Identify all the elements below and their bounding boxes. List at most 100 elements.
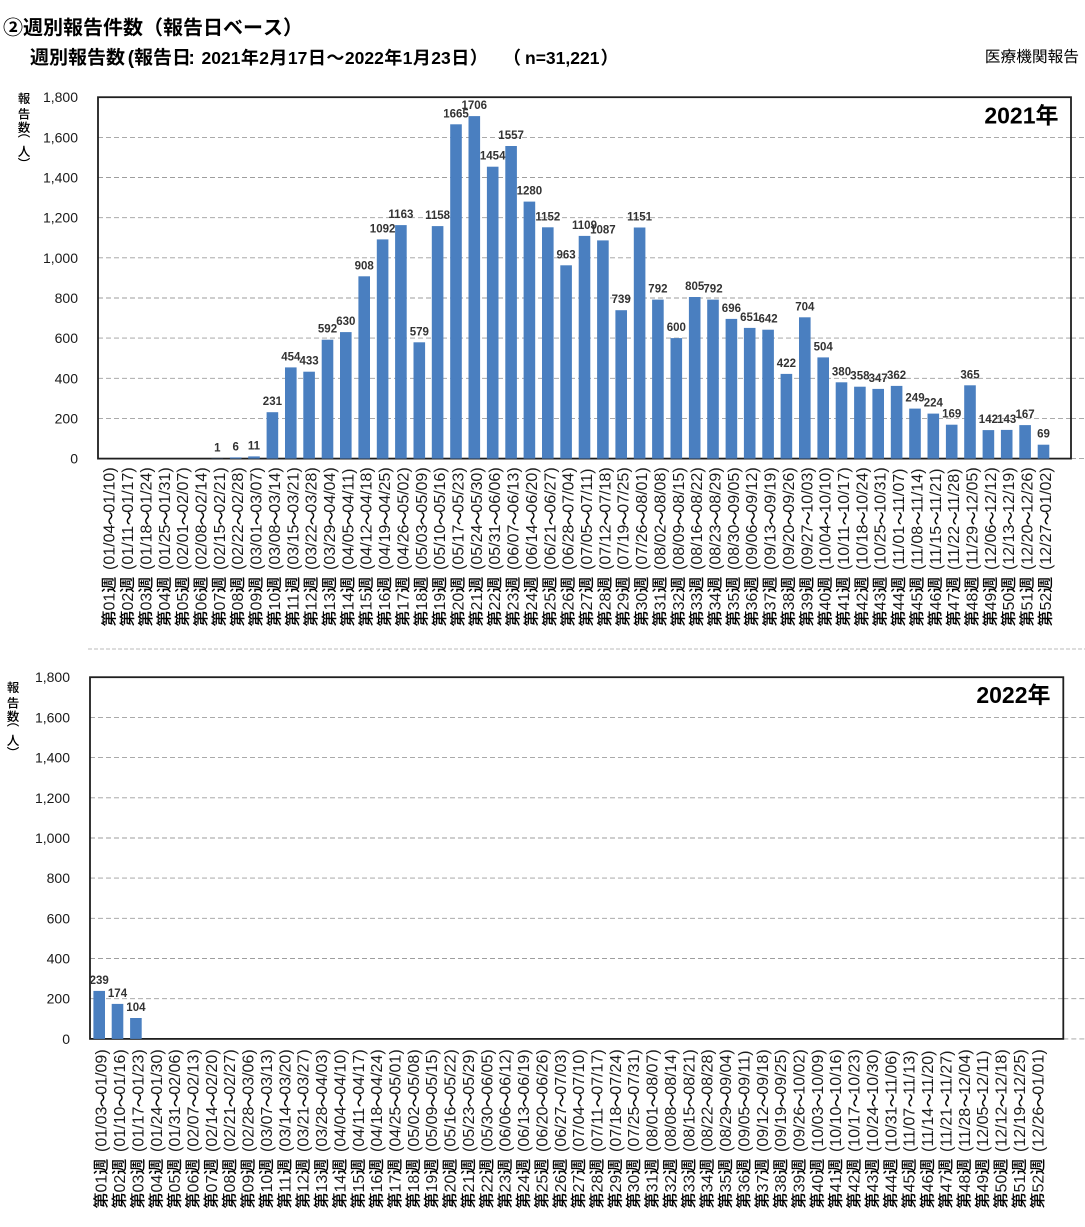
svg-text:26: 26 <box>561 593 578 611</box>
svg-text:07/17): 07/17) <box>590 1049 607 1094</box>
svg-text:(02/28: (02/28 <box>241 1107 258 1152</box>
svg-text:11: 11 <box>277 1176 294 1193</box>
svg-text:(07/18: (07/18 <box>608 1107 625 1152</box>
svg-text:(05/03: (05/03 <box>414 525 431 570</box>
svg-text:1: 1 <box>403 48 413 68</box>
svg-text:(05/31: (05/31 <box>487 525 504 570</box>
svg-text:224: 224 <box>924 398 944 410</box>
svg-text:(03/29: (03/29 <box>322 525 339 570</box>
svg-text:(03/15: (03/15 <box>285 525 302 570</box>
svg-text:01: 01 <box>94 1175 111 1193</box>
svg-text:(02/01: (02/01 <box>175 525 192 570</box>
svg-text:6: 6 <box>232 441 238 453</box>
svg-text:(04/19: (04/19 <box>377 525 394 570</box>
svg-text:1: 1 <box>214 442 221 454</box>
svg-text:(10/25: (10/25 <box>873 525 890 570</box>
svg-text:104: 104 <box>126 1002 146 1014</box>
svg-text:10: 10 <box>267 593 284 611</box>
svg-text:(08/22: (08/22 <box>700 1107 717 1152</box>
svg-text:(03/14: (03/14 <box>277 1107 294 1152</box>
svg-text:(05/24: (05/24 <box>469 525 486 570</box>
svg-text:03/13): 03/13) <box>259 1049 276 1094</box>
svg-text:18: 18 <box>406 1175 423 1193</box>
svg-text:(12/26: (12/26 <box>1030 1107 1047 1152</box>
svg-text:12/26): 12/26) <box>1020 467 1037 512</box>
svg-text:(06/28: (06/28 <box>561 525 578 570</box>
svg-text:01: 01 <box>102 593 119 611</box>
svg-text:01/23): 01/23) <box>130 1049 147 1094</box>
svg-text:34: 34 <box>700 1175 717 1193</box>
svg-text:47: 47 <box>938 1175 955 1193</box>
svg-text:(12/05: (12/05 <box>975 1107 992 1152</box>
svg-text:1,600: 1,600 <box>35 709 70 725</box>
svg-text:12: 12 <box>304 593 321 611</box>
svg-text:29: 29 <box>616 593 633 611</box>
svg-text:(05/30: (05/30 <box>479 1107 496 1152</box>
svg-text:(04/11: (04/11 <box>351 1108 368 1152</box>
svg-text:600: 600 <box>667 322 686 334</box>
svg-text:(09/13: (09/13 <box>763 525 780 570</box>
svg-text:2022: 2022 <box>345 48 384 68</box>
svg-text:(05/16: (05/16 <box>443 1107 460 1152</box>
svg-text:37: 37 <box>763 593 780 611</box>
svg-text:05/30): 05/30) <box>469 467 486 512</box>
svg-text:09/25): 09/25) <box>773 1049 790 1094</box>
svg-text:20: 20 <box>451 593 468 611</box>
svg-text:19: 19 <box>424 1175 441 1193</box>
svg-text:24: 24 <box>524 593 541 611</box>
svg-text:(06/07: (06/07 <box>506 525 523 570</box>
svg-text:13: 13 <box>314 1175 331 1193</box>
svg-text:12/05): 12/05) <box>965 467 982 512</box>
svg-text:792: 792 <box>703 284 722 296</box>
svg-text:01/02): 01/02) <box>1038 467 1055 512</box>
svg-text:38: 38 <box>773 1175 790 1193</box>
svg-text:1092: 1092 <box>370 223 396 235</box>
svg-text:01/10): 01/10) <box>102 467 119 512</box>
svg-text:09/05): 09/05) <box>726 467 743 512</box>
svg-text:07/03): 07/03) <box>553 1049 570 1094</box>
svg-text:454: 454 <box>281 351 301 363</box>
svg-text:(06/06: (06/06 <box>498 1107 515 1152</box>
svg-text:37: 37 <box>755 1175 772 1193</box>
svg-text:(06/13: (06/13 <box>516 1107 533 1152</box>
svg-text:(08/30: (08/30 <box>726 525 743 570</box>
svg-text:(04/12: (04/12 <box>359 525 376 570</box>
svg-text:17: 17 <box>395 593 412 611</box>
svg-text:01/09): 01/09) <box>94 1049 111 1094</box>
svg-text:52: 52 <box>1030 1175 1047 1193</box>
svg-text:33: 33 <box>689 593 706 611</box>
svg-text:(09/12: (09/12 <box>755 1107 772 1152</box>
svg-text:12/11): 12/11) <box>975 1051 992 1095</box>
svg-text:249: 249 <box>905 393 924 405</box>
svg-text:(01/25: (01/25 <box>157 525 174 570</box>
svg-text:04: 04 <box>149 1175 166 1193</box>
svg-text:433: 433 <box>300 356 319 368</box>
svg-text:08/28): 08/28) <box>700 1049 717 1094</box>
svg-text:13: 13 <box>322 593 339 611</box>
svg-text:2021: 2021 <box>984 103 1035 129</box>
svg-text:696: 696 <box>722 303 741 315</box>
svg-text:25: 25 <box>542 593 559 611</box>
svg-text:04: 04 <box>157 593 174 611</box>
svg-text:(11/22: (11/22 <box>946 526 963 570</box>
svg-text:1,800: 1,800 <box>35 669 70 685</box>
svg-text:739: 739 <box>612 294 631 306</box>
svg-text:51: 51 <box>1020 593 1037 611</box>
svg-text:12: 12 <box>296 1175 313 1193</box>
svg-text:15: 15 <box>359 593 376 611</box>
svg-text:43: 43 <box>865 1175 882 1193</box>
svg-text:(08/29: (08/29 <box>718 1107 735 1152</box>
svg-text:(10/10: (10/10 <box>828 1107 845 1152</box>
svg-text:21: 21 <box>469 593 486 611</box>
svg-text:792: 792 <box>648 284 667 296</box>
svg-text:06: 06 <box>194 593 211 611</box>
svg-text:(11/07: (11/07 <box>902 1108 919 1152</box>
svg-text:05/23): 05/23) <box>451 467 468 512</box>
svg-text:03/27): 03/27) <box>296 1049 313 1094</box>
svg-text:47: 47 <box>946 593 963 611</box>
svg-text:143: 143 <box>997 414 1016 426</box>
svg-text:44: 44 <box>883 1175 900 1193</box>
svg-text:33: 33 <box>681 1175 698 1193</box>
svg-text:(11/08: (11/08 <box>910 526 927 570</box>
svg-text:10/10): 10/10) <box>818 467 835 512</box>
